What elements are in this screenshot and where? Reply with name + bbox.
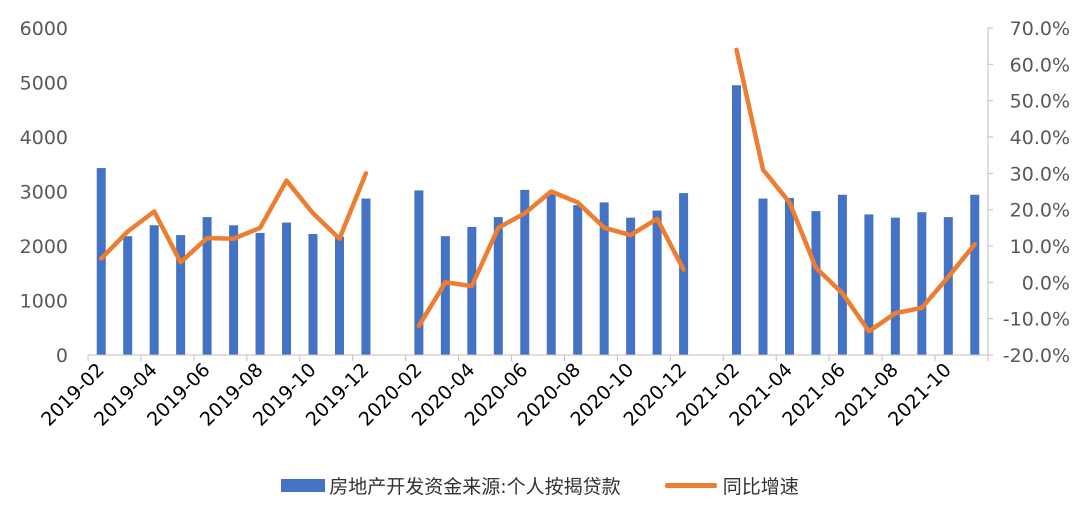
y-right-tick-label: 50.0% (1010, 91, 1070, 113)
bar-2019-03 (123, 236, 133, 355)
combo-chart: 0 1000 2000 3000 4000 5000 6000 -20.0% -10.0% 0.… (20, 18, 1070, 431)
y-right-tick-label: 10.0% (1010, 236, 1070, 258)
bar-2021-09 (917, 212, 927, 355)
y-right-tick-label: 0.0% (1022, 272, 1070, 294)
y-right-tick-label: 20.0% (1010, 200, 1070, 222)
right-axis-ticks: -20.0% -10.0% 0.0% 10.0% 20.0% 30.0% 40.0% 50.0… (1003, 18, 1070, 367)
x-axis-ticks: 2019-022019-042019-062019-082019-102019-… (37, 359, 956, 431)
bar-2021-02 (732, 85, 742, 355)
y-right-tick-label: 70.0% (1010, 18, 1070, 40)
y-left-tick-label: 5000 (20, 73, 68, 95)
bar-2020-02 (414, 190, 424, 355)
bar-series (96, 85, 980, 355)
bar-2020-05 (493, 217, 503, 355)
bar-2019-04 (149, 225, 159, 355)
y-left-tick-label: 6000 (20, 18, 68, 40)
y-right-tick-label: 40.0% (1010, 127, 1070, 149)
bar-2020-10 (626, 217, 636, 355)
y-right-tick-label: -10.0% (1003, 309, 1070, 331)
bar-2019-10 (308, 234, 318, 355)
growth-line-segment-3 (734, 47, 978, 334)
bar-2021-03 (758, 198, 768, 355)
bar-2019-12 (361, 198, 371, 355)
bar-2021-08 (890, 217, 900, 355)
y-right-tick-label: 60.0% (1010, 54, 1070, 76)
bar-2019-09 (282, 222, 292, 355)
bar-2020-11 (652, 210, 662, 355)
bar-2021-11 (970, 194, 980, 355)
y-right-tick-label: -20.0% (1003, 345, 1070, 367)
legend-label-bar: 房地产开发资金来源:个人按揭贷款 (329, 475, 621, 498)
y-left-tick-label: 4000 (20, 127, 68, 149)
bar-2020-06 (520, 189, 530, 355)
line-series (98, 47, 978, 334)
legend-swatch-line (664, 482, 717, 488)
bar-2020-07 (546, 193, 556, 355)
bar-2021-10 (943, 217, 953, 355)
bar-2021-07 (864, 214, 874, 355)
legend-label-line: 同比增速 (722, 475, 799, 498)
bar-2020-04 (467, 226, 477, 355)
y-right-tick-label: 30.0% (1010, 163, 1070, 185)
legend: 房地产开发资金来源:个人按揭贷款 同比增速 (0, 470, 1080, 500)
y-left-tick-label: 0 (56, 345, 68, 367)
bar-2021-06 (837, 194, 847, 355)
y-left-tick-label: 2000 (20, 236, 68, 258)
bar-2019-11 (334, 236, 344, 355)
bar-2019-07 (229, 225, 239, 355)
bar-2020-03 (440, 236, 450, 355)
legend-item-bar: 房地产开发资金来源:个人按揭贷款 (281, 472, 621, 499)
bar-2019-06 (202, 217, 212, 355)
left-axis-ticks: 0 1000 2000 3000 4000 5000 6000 (20, 18, 68, 367)
bar-2020-08 (573, 205, 583, 355)
growth-line-segment-2 (416, 189, 686, 329)
bar-2020-12 (679, 193, 689, 355)
axes (87, 27, 993, 361)
y-left-tick-label: 3000 (20, 182, 68, 204)
bar-2021-05 (811, 211, 821, 355)
bar-2019-05 (176, 235, 186, 355)
growth-line-segment-1 (98, 171, 369, 265)
bar-2019-02 (96, 168, 106, 355)
bar-2021-04 (784, 198, 794, 355)
legend-item-line: 同比增速 (664, 472, 799, 499)
y-left-tick-label: 1000 (20, 291, 68, 313)
bar-2020-09 (599, 202, 609, 355)
bar-2019-08 (255, 232, 265, 355)
legend-swatch-bar (281, 478, 326, 492)
